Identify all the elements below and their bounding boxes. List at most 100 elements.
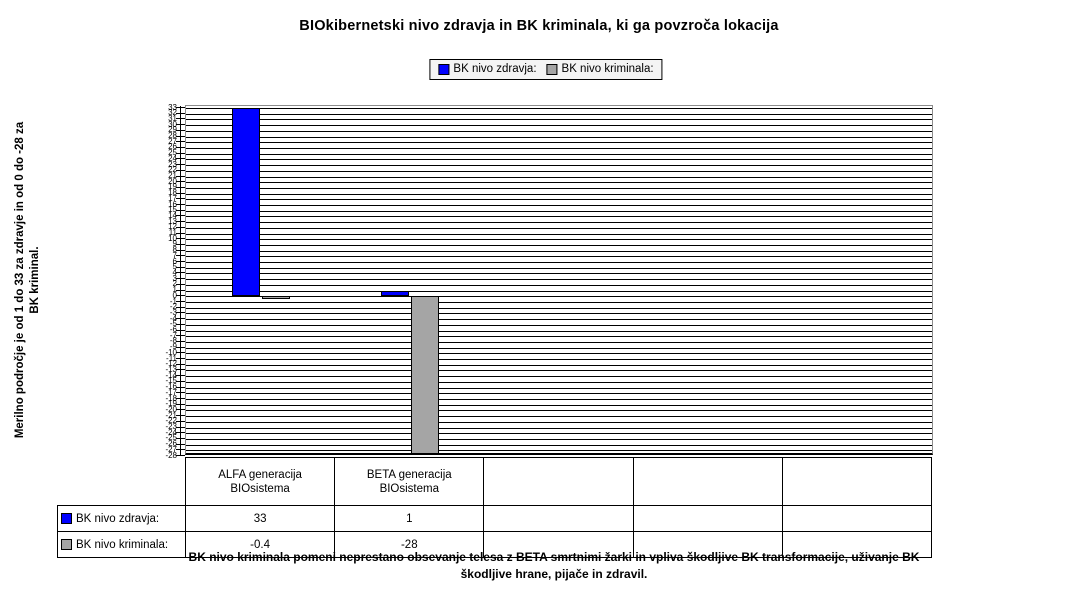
gridline (186, 182, 932, 184)
y-tick-label: 5 (172, 262, 177, 272)
gridline (186, 290, 932, 292)
y-tickmark (176, 449, 185, 451)
legend-marker-kriminala-icon (546, 63, 558, 75)
value-cell (632, 531, 783, 558)
y-tick-label: 18 (168, 188, 177, 198)
y-tickmark (176, 243, 185, 245)
gridline (186, 404, 932, 406)
value-cell (781, 505, 932, 532)
gridline (186, 113, 932, 115)
gridline (186, 359, 932, 360)
y-tick-label: 33 (168, 102, 177, 112)
plot-area (185, 105, 933, 455)
y-tick-label: 3 (172, 273, 177, 283)
gridline (186, 296, 932, 298)
y-tickmark (176, 409, 185, 411)
y-tick-label: 32 (168, 108, 177, 118)
y-tick-label: -14 (165, 370, 177, 380)
y-tickmark (176, 386, 185, 388)
data-table: ALFA generacija BIOsistema BETA generacij… (57, 457, 932, 558)
y-tickmark (176, 129, 185, 131)
y-tick-label: -13 (165, 364, 177, 374)
y-tickmark (176, 329, 185, 331)
y-axis-line (180, 106, 181, 455)
legend-item-kriminala: BK nivo kriminala: (546, 63, 654, 75)
gridline (186, 330, 932, 332)
y-tick-label: -6 (169, 325, 177, 334)
y-tick-label: 7 (172, 250, 177, 260)
bar-zdravja-c0 (231, 108, 260, 297)
y-tick-label: -21 (165, 410, 177, 420)
gridline (186, 125, 932, 127)
gridline (186, 387, 932, 389)
y-tickmark (176, 192, 185, 194)
y-tickmark (176, 169, 185, 171)
gridline (186, 262, 932, 263)
y-tickmark (176, 158, 185, 160)
gridline (186, 222, 932, 224)
y-tick-label: 10 (168, 233, 177, 243)
y-tickmark (176, 415, 185, 417)
y-tick-label: 30 (168, 119, 177, 129)
y-tick-label: 14 (168, 210, 177, 220)
y-tick-label: -24 (165, 427, 177, 437)
y-tickmark (176, 215, 185, 217)
gridline (186, 438, 932, 440)
gridline (186, 119, 932, 121)
y-tickmark (176, 107, 185, 108)
gridline (186, 313, 932, 315)
gridline (186, 199, 932, 201)
category-header-cell (483, 457, 634, 506)
y-axis: 33 32 31 30 29 28 27 26 25 24 23 22 21 20 19 18 17 16 15 14… (0, 102, 185, 459)
y-tickmark (176, 209, 185, 211)
y-tickmark (176, 283, 185, 285)
y-tick-label: -17 (165, 387, 177, 397)
y-tickmark (176, 124, 185, 126)
y-tickmark (176, 186, 185, 188)
y-tickmark (176, 437, 185, 439)
gridline (186, 244, 932, 246)
gridline (186, 307, 932, 309)
y-tickmark (176, 112, 185, 114)
y-tickmark (176, 135, 185, 137)
y-tickmark (176, 118, 185, 120)
gridline (186, 450, 932, 452)
y-tick-label: 11 (168, 228, 177, 237)
gridline (186, 319, 932, 321)
y-tickmark (176, 266, 185, 268)
y-tick-label: -12 (165, 359, 177, 369)
y-tickmark (176, 238, 185, 240)
y-tick-label: 28 (168, 131, 177, 140)
chart-title: BIOkibernetski nivo zdravja in BK krimin… (299, 18, 779, 34)
category-header-cell: BETA generacija BIOsistema (334, 457, 485, 506)
gridline (186, 376, 932, 378)
value-cell: -0.4 (184, 531, 336, 558)
category-header-cell (781, 457, 932, 506)
table-header-row: ALFA generacija BIOsistema BETA generacij… (58, 457, 932, 506)
gridline (186, 153, 932, 155)
y-tick-label: -3 (169, 307, 177, 317)
row-label-kriminala-text: BK nivo kriminala: (76, 538, 169, 551)
row-marker-kriminala-icon (61, 539, 72, 550)
gridline (186, 410, 932, 412)
y-tickmark (176, 318, 185, 320)
y-tickmark (176, 335, 185, 337)
value-cell: 33 (184, 505, 336, 532)
y-tick-label: 23 (168, 159, 177, 169)
y-tick-label: 26 (168, 142, 177, 152)
gridline (186, 433, 932, 435)
footnote-line1: BK nivo kriminala pomeni neprestano obse… (188, 550, 920, 564)
y-tickmark (176, 295, 185, 297)
y-tickmark (176, 375, 185, 377)
y-tickmark (176, 392, 185, 394)
y-tickmark (176, 272, 185, 274)
gridline (186, 393, 932, 395)
y-tick-label: -2 (169, 302, 177, 312)
y-tick-label: 1 (172, 285, 177, 295)
y-tick-label: -18 (165, 393, 177, 403)
gridline (186, 279, 932, 281)
legend: BK nivo zdravja: BK nivo kriminala: (429, 59, 663, 80)
gridline (186, 416, 932, 418)
y-tickmark (176, 301, 185, 302)
y-tickmark (176, 221, 185, 223)
